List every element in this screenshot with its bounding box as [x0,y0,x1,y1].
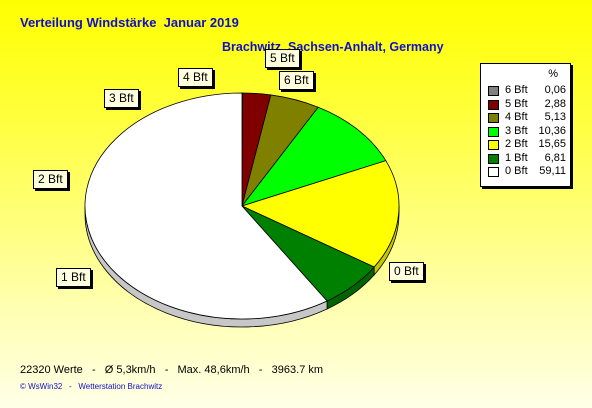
callout-6-bft: 6 Bft [279,71,314,90]
legend-value: 0,06 [544,84,566,96]
pie-slice-2-bft [240,160,400,268]
chart-title: Verteilung Windstärke Januar 2019 [20,15,239,30]
legend-swatch [488,167,499,177]
legend-row-3-bft: 3 Bft 10,36 [488,125,566,138]
legend-label: 1 Bft [505,151,528,164]
legend-value: 6,81 [544,151,566,164]
footer-credit: © WsWin32 - Wetterstation Brachwitz [20,382,163,391]
legend-row-2-bft: 2 Bft 15,65 [488,138,566,151]
legend-swatch [488,113,499,123]
legend-row-1-bft: 1 Bft 6,81 [488,152,566,165]
legend-label: 6 Bft [505,84,528,96]
statistics-line: 22320 Werte - Ø 5,3km/h - Max. 48,6km/h … [20,364,324,376]
legend-value: 2,88 [544,97,566,110]
legend-value: 15,65 [538,138,566,150]
callout-3-bft: 3 Bft [104,89,139,108]
legend-label: 5 Bft [505,97,528,110]
legend-value: 10,36 [538,124,566,137]
legend-unit: % [548,68,558,80]
legend-label: 2 Bft [505,138,528,150]
legend-row-0-bft: 0 Bft 59,11 [488,165,566,178]
legend-row-6-bft: 6 Bft 0,06 [488,84,566,97]
callout-5-bft: 5 Bft [265,49,300,68]
legend-row-5-bft: 5 Bft 2,88 [488,98,566,111]
callout-0-bft: 0 Bft [389,262,424,281]
legend-swatch [488,140,499,150]
callout-2-bft: 2 Bft [33,170,68,189]
pie-slice-3-bft [240,106,387,207]
callout-4-bft: 4 Bft [178,68,213,87]
legend-label: 3 Bft [505,124,528,137]
legend-value: 59,11 [539,165,566,177]
legend-swatch [488,153,499,164]
callout-1-bft: 1 Bft [56,268,91,287]
legend-swatch [488,126,499,137]
pie-slices [84,92,400,320]
chart-subtitle: Brachwitz, Sachsen-Anhalt, Germany [222,40,444,54]
legend: % 6 Bft 0,06 5 Bft 2,88 4 Bft 5,13 3 Bft 10,36 2… [480,63,571,187]
legend-label: 4 Bft [505,111,528,123]
legend-value: 5,13 [544,111,566,123]
legend-label: 0 Bft [505,165,528,177]
legend-swatch [488,99,499,110]
legend-swatch [488,86,499,96]
pie-slice-0-bft [84,92,328,320]
legend-row-4-bft: 4 Bft 5,13 [488,111,566,124]
